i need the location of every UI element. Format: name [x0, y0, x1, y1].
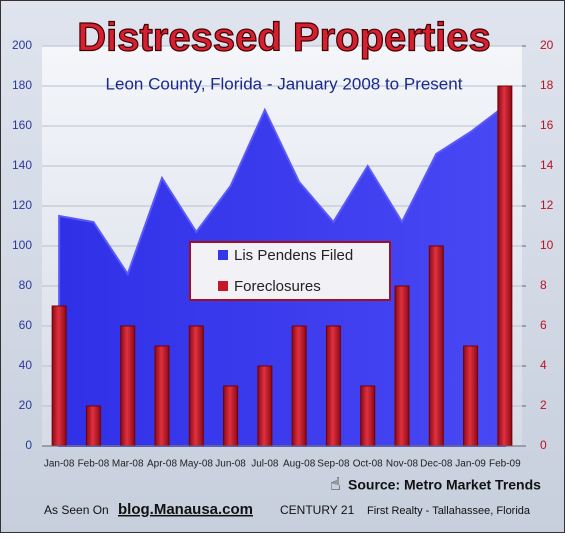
x-tick-label: May-08	[180, 459, 214, 470]
legend-label: Foreclosures	[234, 278, 321, 295]
x-tick-label: Jan-09	[455, 459, 486, 470]
bar	[463, 345, 479, 447]
bar	[154, 345, 170, 447]
y2-tick-label: 2	[540, 398, 547, 412]
chart-title: Distressed Properties	[77, 16, 491, 60]
y2-tick-label: 12	[540, 198, 554, 212]
bar	[223, 385, 239, 447]
bar	[394, 285, 410, 447]
bar	[188, 325, 204, 447]
y2-tick-label: 4	[540, 358, 547, 372]
x-tick-label: Feb-08	[78, 459, 110, 470]
bar	[51, 305, 67, 447]
y2-tick-label: 6	[540, 318, 547, 332]
source: Source: Metro Market Trends	[348, 477, 541, 493]
footer-site: blog.Manausa.com	[118, 501, 253, 518]
y-tick-label: 160	[12, 118, 32, 132]
legend: Lis Pendens Filed Foreclosures	[189, 241, 391, 301]
bar	[85, 405, 101, 447]
y-tick-label: 120	[12, 198, 32, 212]
y-tick-label: 100	[12, 238, 32, 252]
x-tick-label: Nov-08	[386, 459, 419, 470]
x-tick-label: Aug-08	[283, 459, 316, 470]
y-tick-label: 140	[12, 158, 32, 172]
y2-tick-label: 20	[540, 38, 554, 52]
y-tick-label: 20	[19, 398, 33, 412]
x-tick-label: Mar-08	[112, 459, 144, 470]
y2-tick-label: 8	[540, 278, 547, 292]
bar	[360, 385, 376, 447]
bar	[428, 245, 444, 447]
y2-tick-label: 10	[540, 238, 554, 252]
x-tick-label: Jan-08	[44, 459, 75, 470]
x-tick-label: Jun-08	[215, 459, 246, 470]
y-tick-label: 180	[12, 78, 32, 92]
y-tick-label: 80	[19, 278, 33, 292]
y-tick-label: 0	[25, 438, 32, 452]
bar	[325, 325, 341, 447]
source-icon: ☝	[330, 474, 341, 494]
subtitle: Leon County, Florida - January 2008 to P…	[106, 74, 463, 93]
y2-tick-label: 0	[540, 438, 547, 452]
x-tick-label: Feb-09	[489, 459, 521, 470]
bar	[120, 325, 136, 447]
footer-seen: As Seen On	[44, 503, 109, 517]
y2-tick-label: 16	[540, 118, 554, 132]
x-tick-label: Jul-08	[251, 459, 279, 470]
y-tick-label: 60	[19, 318, 33, 332]
legend-label: Lis Pendens Filed	[234, 247, 353, 264]
x-tick-label: Apr-08	[147, 459, 177, 470]
footer-office: First Realty - Tallahassee, Florida	[367, 505, 531, 517]
x-tick-label: Sep-08	[317, 459, 350, 470]
bar	[257, 365, 273, 447]
legend-swatch	[218, 281, 228, 291]
y2-tick-label: 14	[540, 158, 554, 172]
x-tick-label: Oct-08	[353, 459, 383, 470]
bar	[291, 325, 307, 447]
y-tick-label: 200	[12, 38, 32, 52]
footer-brand: CENTURY 21	[280, 503, 355, 517]
bar	[497, 85, 513, 447]
y2-tick-label: 18	[540, 78, 554, 92]
legend-swatch	[218, 250, 228, 260]
y-tick-label: 40	[19, 358, 33, 372]
x-tick-label: Dec-08	[420, 459, 453, 470]
